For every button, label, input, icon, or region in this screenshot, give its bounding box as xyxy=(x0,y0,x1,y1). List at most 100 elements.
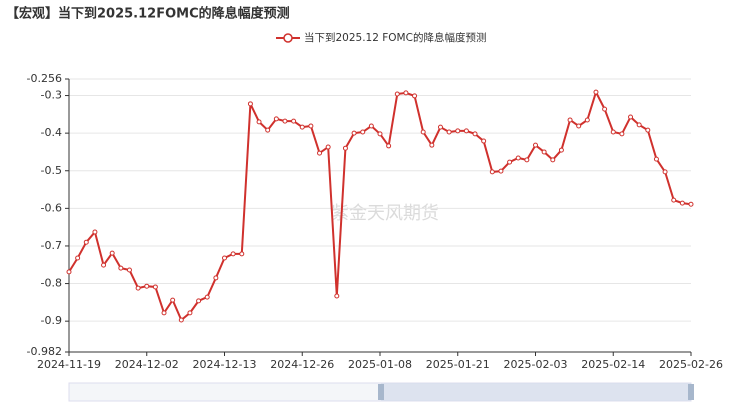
point xyxy=(394,91,400,97)
point xyxy=(437,124,443,130)
point xyxy=(368,123,374,129)
y-tick-label: -0.3 xyxy=(41,89,62,102)
point xyxy=(412,93,418,99)
point xyxy=(472,131,478,137)
legend[interactable]: 当下到2025.12 FOMC的降息幅度预测 xyxy=(276,31,486,44)
legend-marker xyxy=(283,33,293,43)
point xyxy=(282,118,288,124)
point xyxy=(550,157,556,163)
point xyxy=(92,229,98,235)
point xyxy=(455,128,461,134)
point xyxy=(576,123,582,129)
point xyxy=(135,285,141,291)
point xyxy=(636,122,642,128)
x-tick-label: 2025-01-21 xyxy=(426,358,490,371)
zoom-window xyxy=(381,383,691,401)
point xyxy=(273,116,279,122)
point xyxy=(256,119,262,125)
point xyxy=(386,143,392,149)
point xyxy=(688,201,694,207)
point xyxy=(679,200,685,206)
x-tick-label: 2025-02-14 xyxy=(581,358,645,371)
point xyxy=(152,284,158,290)
watermark: 紫金天风期货 xyxy=(331,203,439,224)
point xyxy=(161,310,167,316)
point xyxy=(524,157,530,163)
y-tick-label: -0.4 xyxy=(41,126,62,139)
point xyxy=(463,128,469,134)
point xyxy=(489,169,495,175)
y-tick-label: -0.8 xyxy=(41,277,62,290)
point xyxy=(342,145,348,151)
point xyxy=(584,117,590,123)
y-tick-label: -0.982 xyxy=(27,345,62,358)
point xyxy=(247,101,253,107)
point xyxy=(645,127,651,133)
point xyxy=(109,250,115,256)
point xyxy=(507,159,513,165)
y-tick-label: -0.256 xyxy=(27,72,62,85)
point xyxy=(204,294,210,300)
point xyxy=(567,117,573,123)
point xyxy=(75,255,81,261)
x-tick-label: 2024-11-19 xyxy=(37,358,101,371)
point xyxy=(377,131,383,137)
chart-title: 【宏观】当下到2025.12FOMC的降息幅度预测 xyxy=(6,6,290,22)
point xyxy=(429,142,435,148)
point xyxy=(628,114,634,120)
legend-label: 当下到2025.12 FOMC的降息幅度预测 xyxy=(304,31,486,44)
point xyxy=(308,123,314,129)
point xyxy=(213,275,219,281)
x-tick-label: 2024-12-13 xyxy=(193,358,257,371)
point xyxy=(265,127,271,133)
point xyxy=(541,149,547,155)
point xyxy=(170,297,176,303)
point xyxy=(83,239,89,245)
point xyxy=(619,131,625,137)
point xyxy=(144,283,150,289)
point xyxy=(610,129,616,135)
point xyxy=(446,129,452,135)
point xyxy=(481,138,487,144)
point xyxy=(593,89,599,95)
point xyxy=(66,269,72,275)
y-tick-label: -0.9 xyxy=(41,314,62,327)
y-tick-label: -0.6 xyxy=(41,201,62,214)
point xyxy=(222,255,227,261)
x-tick-label: 2024-12-02 xyxy=(115,358,179,371)
point xyxy=(558,147,564,153)
point xyxy=(334,293,340,299)
point xyxy=(351,130,357,136)
y-tick-label: -0.7 xyxy=(41,239,62,252)
x-tick-label: 2025-01-08 xyxy=(348,358,412,371)
zoom-handle[interactable] xyxy=(378,384,384,400)
point xyxy=(317,150,323,156)
point xyxy=(420,129,426,135)
point xyxy=(533,142,538,148)
point xyxy=(230,251,236,257)
point xyxy=(196,298,202,304)
zoom-handle[interactable] xyxy=(688,384,694,400)
point xyxy=(118,265,124,271)
point xyxy=(101,262,107,268)
point xyxy=(662,169,668,175)
point xyxy=(187,310,193,316)
point xyxy=(671,197,677,203)
y-tick-label: -0.5 xyxy=(41,164,62,177)
x-tick-label: 2025-02-26 xyxy=(659,358,723,371)
point xyxy=(299,124,305,130)
point xyxy=(515,155,521,161)
point xyxy=(239,251,245,257)
point xyxy=(126,267,132,273)
point xyxy=(602,106,608,112)
point xyxy=(498,168,504,174)
point xyxy=(653,156,659,162)
point xyxy=(291,118,297,124)
point xyxy=(360,129,366,135)
point xyxy=(403,90,409,96)
data-zoom[interactable] xyxy=(68,382,694,402)
point xyxy=(178,317,184,323)
x-tick-label: 2024-12-26 xyxy=(270,358,334,371)
point xyxy=(325,144,331,150)
